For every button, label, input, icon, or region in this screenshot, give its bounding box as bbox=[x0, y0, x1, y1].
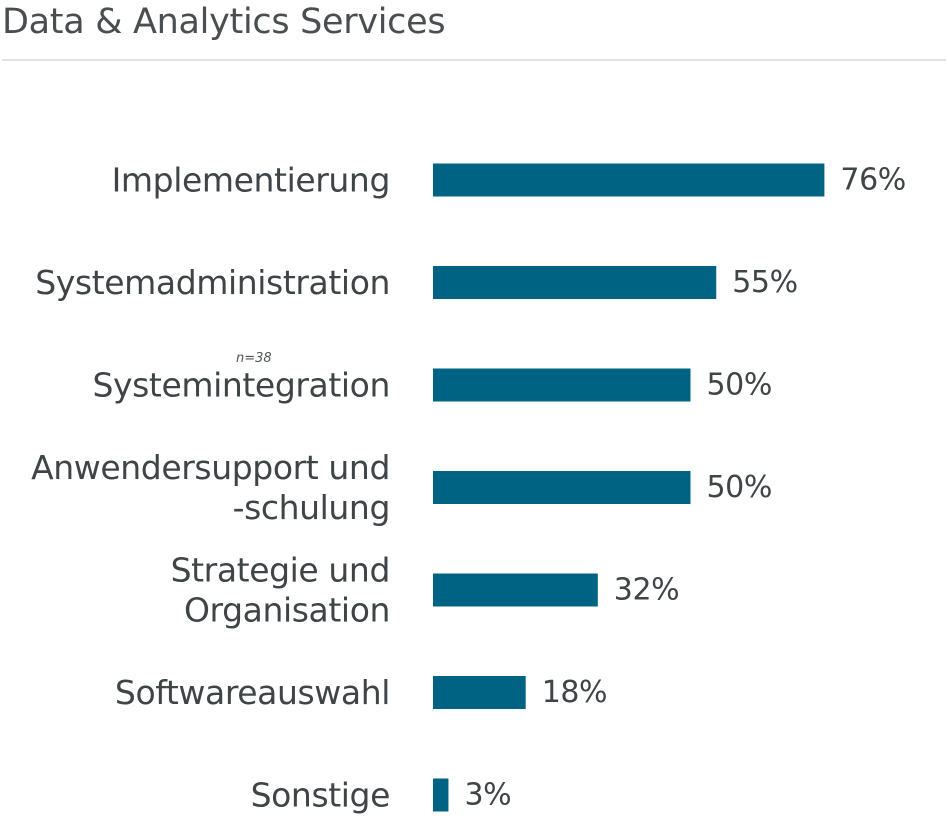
chart-title: Data & Analytics Services bbox=[2, 2, 446, 42]
category-label-5-line-1: Strategie und bbox=[171, 551, 390, 590]
value-label-2: 55% bbox=[732, 265, 797, 300]
category-label-3: Systemintegration bbox=[92, 366, 390, 405]
bar-3 bbox=[433, 368, 691, 402]
bar-1 bbox=[433, 163, 825, 197]
value-label-7: 3% bbox=[464, 778, 511, 813]
category-label-2: Systemadministration bbox=[35, 263, 390, 302]
category-label-4-line-1: Anwendersupport und bbox=[31, 448, 390, 487]
value-label-4: 50% bbox=[707, 470, 772, 505]
category-label-6: Softwareauswahl bbox=[115, 673, 390, 712]
bar-4 bbox=[433, 471, 691, 504]
category-label-4-line-2: -schulung bbox=[233, 488, 390, 527]
category-label-5-line-2: Organisation bbox=[184, 591, 390, 630]
value-label-5: 32% bbox=[614, 573, 679, 608]
title-divider bbox=[2, 59, 946, 61]
value-label-1: 76% bbox=[840, 163, 905, 198]
category-label-1: Implementierung bbox=[112, 161, 390, 200]
bar-5 bbox=[433, 573, 598, 607]
bar-7 bbox=[433, 778, 449, 812]
sample-size-note: n=38 bbox=[236, 351, 272, 366]
bar-6 bbox=[433, 676, 526, 709]
bar-2 bbox=[433, 266, 717, 299]
category-label-7: Sonstige bbox=[251, 776, 390, 815]
value-label-3: 50% bbox=[707, 368, 772, 403]
value-label-6: 18% bbox=[542, 675, 607, 710]
